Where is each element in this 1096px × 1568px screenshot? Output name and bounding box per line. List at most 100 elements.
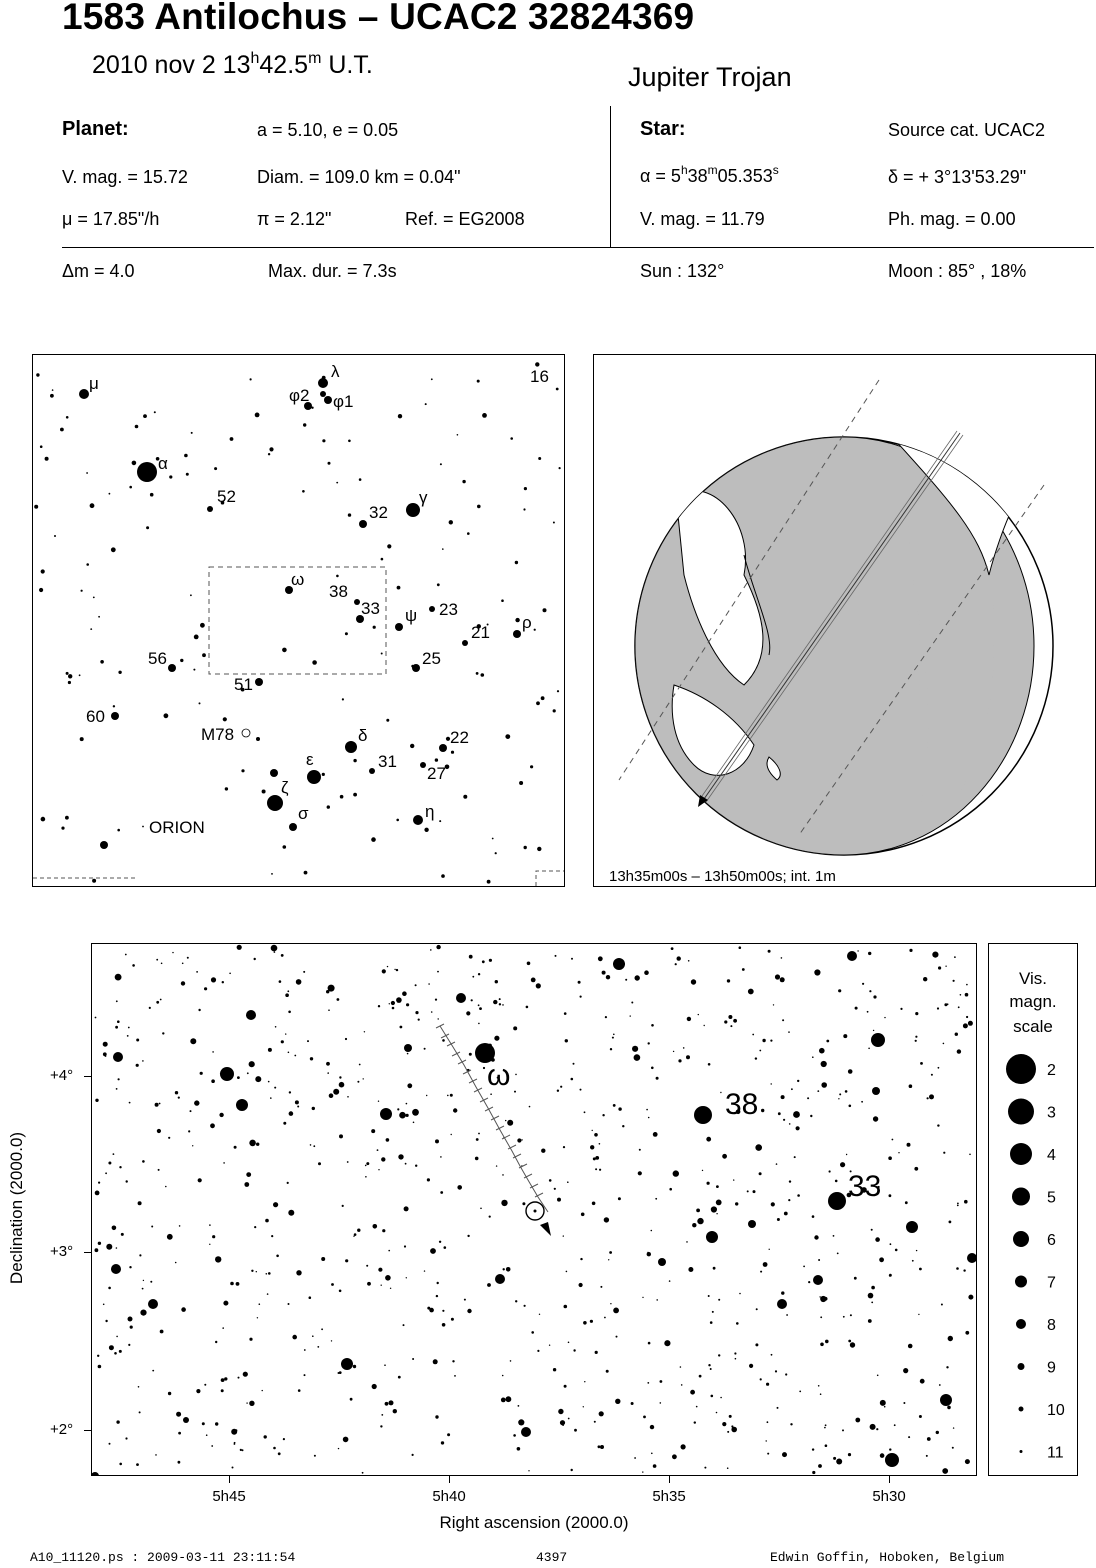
detail-star (500, 1397, 506, 1403)
finder-star (538, 457, 542, 460)
detail-star (770, 1083, 772, 1085)
detail-star (108, 1442, 111, 1445)
detail-star (353, 1233, 357, 1236)
detail-star (477, 1004, 480, 1007)
detail-star (273, 1202, 279, 1208)
constellation-name: ORION (149, 818, 205, 837)
finder-star (207, 506, 213, 512)
finder-star (420, 762, 426, 768)
detail-star (141, 1287, 144, 1290)
detail-star (478, 1022, 480, 1025)
detail-star (687, 960, 690, 962)
new-zealand-landmass (766, 756, 781, 781)
detail-star (634, 975, 640, 981)
track-tick (501, 1134, 511, 1140)
shadow-limit-south (798, 484, 1045, 836)
detail-star (449, 1093, 453, 1097)
detail-star (574, 1428, 577, 1432)
finder-star (380, 652, 383, 655)
finder-star (396, 585, 401, 590)
detail-star (309, 1144, 312, 1146)
track-tick (523, 1173, 533, 1179)
detail-star (622, 1125, 625, 1128)
detail-star (578, 1282, 583, 1288)
detail-star (94, 1248, 99, 1253)
detail-star (263, 1435, 267, 1439)
finder-star (434, 758, 439, 762)
detail-star (814, 1235, 819, 1240)
target-star (533, 1209, 537, 1213)
detail-star (221, 981, 224, 984)
detail-star (136, 1038, 140, 1042)
detail-star (818, 1259, 821, 1261)
detail-star (631, 1001, 634, 1004)
m78-nebula-symbol (241, 728, 251, 738)
detail-star (174, 1091, 179, 1095)
planet-parallax: π = 2.12" (257, 209, 332, 229)
detail-star (722, 1153, 727, 1159)
detail-star (274, 1026, 277, 1028)
finder-star (65, 815, 69, 820)
finder-star (222, 717, 227, 722)
detail-star (475, 1043, 495, 1063)
detail-star (125, 1437, 128, 1440)
finder-stars (34, 362, 561, 884)
detail-star (595, 1156, 600, 1160)
detail-star (556, 1089, 560, 1092)
detail-star (249, 1139, 256, 1147)
detail-star (795, 1126, 800, 1131)
detail-star (139, 1254, 142, 1257)
detail-star (605, 975, 611, 980)
detail-star (119, 1166, 122, 1169)
detail-star (288, 1010, 291, 1014)
legend-magnitude-label: 4 (1047, 1147, 1056, 1164)
detail-star (338, 1081, 345, 1088)
finder-star (90, 628, 93, 630)
detail-star (577, 980, 581, 984)
y-axis-label: Declination (2000.0) (7, 1131, 26, 1285)
detail-star (752, 1190, 756, 1194)
track-tick (440, 1033, 450, 1039)
detail-star (734, 1352, 737, 1355)
detail-star (821, 1063, 825, 1067)
detail-star (98, 1181, 101, 1184)
y-tick-label: +3° (50, 1243, 74, 1260)
detail-star (94, 1190, 100, 1196)
detail-star (111, 1264, 121, 1274)
detail-star (755, 1308, 758, 1311)
finder-star (79, 389, 89, 399)
detail-star (442, 1309, 445, 1312)
detail-star (625, 978, 628, 981)
detail-star (126, 1035, 129, 1037)
finder-label-alpha: α (158, 454, 168, 473)
asteroid-track-ticks (435, 1023, 544, 1198)
track-tick (479, 1097, 489, 1103)
detail-star (154, 1102, 159, 1107)
detail-star (152, 1369, 155, 1372)
detail-star (696, 1208, 700, 1213)
finder-star (536, 701, 540, 706)
detail-star (223, 1300, 229, 1306)
detail-star (411, 1453, 414, 1456)
detail-star (453, 1108, 458, 1113)
detail-star (249, 1337, 253, 1341)
detail-star (552, 1368, 557, 1372)
detail-star (634, 1457, 636, 1459)
detail-star (246, 1402, 248, 1404)
finder-star (523, 508, 526, 511)
detail-star (142, 1279, 145, 1282)
detail-star (782, 1019, 785, 1022)
finder-star (256, 737, 260, 741)
detail-star (888, 1194, 892, 1198)
finder-star (321, 772, 325, 776)
detail-star (283, 1121, 287, 1125)
detail-star (599, 1168, 602, 1171)
detail-star (196, 971, 198, 973)
detail-star (513, 1434, 516, 1437)
detail-star (638, 1148, 641, 1151)
detail-star (194, 1100, 200, 1106)
detail-star (817, 1385, 820, 1387)
detail-star (381, 969, 386, 974)
finder-star (98, 615, 100, 618)
planet-reference: Ref. = EG2008 (405, 209, 525, 229)
